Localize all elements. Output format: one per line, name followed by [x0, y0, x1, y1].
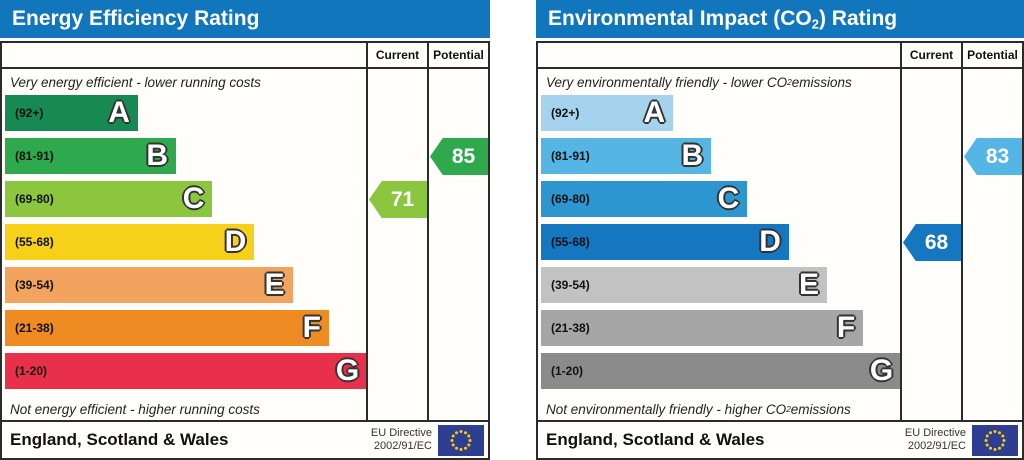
panel-title: Environmental Impact (CO2) Rating	[536, 0, 1024, 38]
band-range-label: (92+)	[551, 106, 580, 120]
panel-title: Energy Efficiency Rating	[0, 0, 490, 38]
band-range-label: (21-38)	[15, 321, 54, 335]
region-label: England, Scotland & Wales	[10, 430, 229, 449]
band-letter: F	[302, 311, 321, 344]
panel-footer: England, Scotland & Wales EU Directive 2…	[0, 420, 490, 460]
band-letter: C	[717, 182, 740, 215]
potential-value-column: 85	[427, 69, 488, 420]
rating-band-a: (92+) A	[5, 95, 138, 131]
band-range-label: (81-91)	[15, 149, 54, 163]
chart-body: Very environmentally friendly - lower CO…	[538, 69, 1022, 420]
current-value-column: 68	[900, 69, 961, 420]
top-note: Very environmentally friendly - lower CO…	[538, 69, 900, 95]
band-range-label: (69-80)	[15, 192, 54, 206]
band-letter: D	[759, 225, 781, 258]
rating-band-b: (81-91) B	[541, 138, 712, 174]
band-range-label: (39-54)	[551, 278, 590, 292]
bottom-note-text: Not energy efficient - higher running co…	[10, 401, 260, 417]
potential-column-header: Potential	[427, 43, 488, 67]
bottom-note-subscript: 2	[786, 404, 791, 414]
potential-column-header: Potential	[961, 43, 1022, 67]
eu-directive-line1: EU Directive	[370, 426, 432, 439]
rating-bands: (92+) A (81-91) B (69-80) C (55-68) D (39-54…	[2, 95, 366, 389]
rating-band-c: (69-80) C	[541, 181, 748, 217]
eu-directive-line2: 2002/91/EC	[373, 440, 432, 452]
bottom-note-text-post: emissions	[790, 401, 851, 417]
band-chart-area: Very environmentally friendly - lower CO…	[538, 69, 900, 420]
top-note-text: Very environmentally friendly - lower CO	[546, 74, 788, 90]
title-text: Energy Efficiency Rating	[12, 7, 260, 30]
band-range-label: (55-68)	[15, 235, 54, 249]
band-chart-area: Very energy efficient - lower running co…	[2, 69, 366, 420]
band-letter: G	[869, 354, 894, 387]
band-range-label: (92+)	[15, 106, 44, 120]
chart-box: Current Potential Very environmentally f…	[536, 41, 1024, 422]
rating-band-e: (39-54) E	[541, 267, 827, 303]
potential-rating-pointer: 85	[430, 138, 488, 175]
rating-band-f: (21-38) F	[541, 310, 864, 346]
band-range-label: (69-80)	[551, 192, 590, 206]
band-range-label: (1-20)	[551, 364, 584, 378]
top-note: Very energy efficient - lower running co…	[2, 69, 366, 95]
panel-footer: England, Scotland & Wales EU Directive 2…	[536, 420, 1024, 460]
current-column-header: Current	[900, 43, 961, 67]
bottom-note-text: Not environmentally friendly - higher CO	[546, 401, 787, 417]
chart-body: Very energy efficient - lower running co…	[2, 69, 488, 420]
rating-band-b: (81-91) B	[5, 138, 177, 174]
bottom-note: Not environmentally friendly - higher CO…	[538, 396, 900, 420]
potential-value-column: 83	[961, 69, 1022, 420]
top-note-text: Very energy efficient - lower running co…	[10, 74, 261, 90]
rating-band-f: (21-38) F	[5, 310, 329, 346]
rating-band-g: (1-20) G	[5, 353, 366, 389]
current-column-header: Current	[366, 43, 427, 67]
band-letter: B	[681, 139, 704, 172]
column-header-row: Current Potential	[2, 43, 488, 69]
eu-directive-label: EU Directive 2002/91/EC	[905, 427, 966, 453]
band-letter: A	[643, 96, 666, 129]
eu-directive-line1: EU Directive	[904, 426, 966, 439]
column-header-row: Current Potential	[538, 43, 1022, 69]
top-note-subscript: 2	[787, 77, 792, 87]
chart-box: Current Potential Very energy efficient …	[0, 41, 490, 422]
band-range-label: (55-68)	[551, 235, 590, 249]
band-letter: E	[264, 268, 285, 301]
environmental-impact-panel: Environmental Impact (CO2) Rating Curren…	[536, 0, 1024, 460]
band-letter: F	[836, 311, 856, 344]
eu-flag-icon	[438, 424, 484, 456]
rating-band-g: (1-20) G	[541, 353, 900, 389]
band-letter: E	[798, 268, 819, 301]
current-value-column: 71	[366, 69, 427, 420]
title-text-post: ) Rating	[818, 7, 898, 30]
top-note-text-post: emissions	[791, 74, 852, 90]
band-letter: D	[224, 225, 247, 258]
rating-bands: (92+) A (81-91) B (69-80) C (55-68) D (39-54…	[538, 95, 900, 389]
header-spacer	[538, 43, 900, 67]
energy-efficiency-panel: Energy Efficiency Rating Current Potenti…	[0, 0, 490, 460]
bottom-note: Not energy efficient - higher running co…	[2, 396, 366, 420]
rating-band-a: (92+) A	[541, 95, 674, 131]
band-range-label: (81-91)	[551, 149, 590, 163]
current-rating-pointer: 71	[369, 181, 427, 218]
title-text: Environmental Impact (CO	[548, 7, 812, 30]
current-rating-pointer: 68	[903, 224, 961, 261]
rating-band-c: (69-80) C	[5, 181, 213, 217]
band-range-label: (1-20)	[15, 364, 48, 378]
band-range-label: (39-54)	[15, 278, 54, 292]
title-subscript: 2	[811, 16, 819, 32]
header-spacer	[2, 43, 366, 67]
rating-band-e: (39-54) E	[5, 267, 293, 303]
eu-directive-label: EU Directive 2002/91/EC	[371, 427, 432, 453]
band-letter: C	[182, 182, 205, 215]
potential-rating-pointer: 83	[964, 138, 1022, 175]
rating-band-d: (55-68) D	[541, 224, 789, 260]
rating-band-d: (55-68) D	[5, 224, 255, 260]
band-range-label: (21-38)	[551, 321, 590, 335]
eu-flag-icon	[972, 424, 1018, 456]
eu-directive-line2: 2002/91/EC	[907, 440, 966, 452]
band-letter: B	[146, 139, 169, 172]
region-label: England, Scotland & Wales	[546, 430, 765, 449]
band-letter: A	[108, 96, 130, 129]
band-letter: G	[335, 354, 360, 387]
